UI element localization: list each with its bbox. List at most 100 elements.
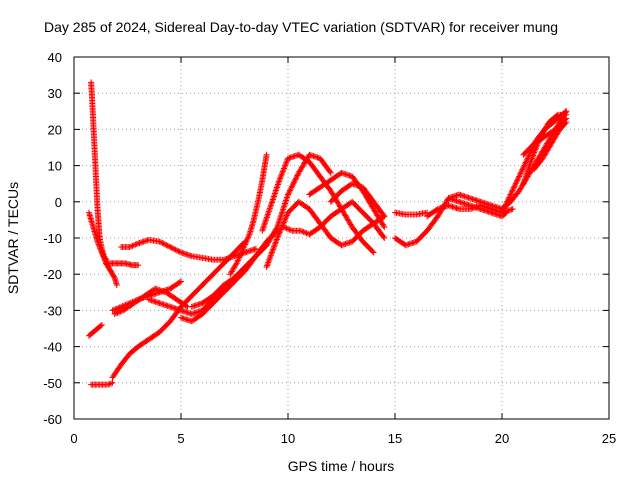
data-point-marker [528, 155, 535, 162]
data-point-marker [293, 175, 300, 182]
data-point-marker [510, 185, 517, 192]
data-point-marker [238, 250, 245, 257]
data-point-marker [252, 245, 259, 252]
data-point-marker [279, 169, 286, 176]
data-point-marker [277, 227, 284, 234]
data-point-marker [241, 241, 248, 248]
data-point-marker [101, 256, 108, 263]
data-point-marker [261, 220, 268, 227]
data-point-marker [97, 245, 104, 252]
data-point-marker [236, 253, 243, 260]
data-point-marker [183, 302, 190, 309]
data-point-marker [96, 242, 103, 249]
data-point-marker [171, 246, 178, 253]
data-point-marker [524, 167, 531, 174]
data-point-marker [268, 249, 275, 256]
data-point-marker [105, 381, 112, 388]
data-point-marker [527, 158, 534, 165]
data-point-marker [302, 229, 309, 236]
data-point-marker [273, 184, 280, 191]
grid-lines [74, 57, 609, 419]
x-tick-label: 25 [602, 431, 616, 446]
data-point-marker [110, 306, 117, 313]
data-point-marker [264, 212, 271, 219]
data-point-marker [504, 197, 511, 204]
data-point-marker [94, 238, 101, 245]
series-layer [85, 79, 570, 388]
series-track-11 [178, 227, 281, 325]
data-point-marker [172, 246, 179, 253]
data-point-marker [289, 183, 296, 190]
y-tick-label: -10 [43, 231, 62, 246]
data-point-marker [267, 253, 274, 260]
data-point-marker [118, 303, 125, 310]
series-track-3 [103, 260, 142, 269]
data-point-marker [523, 170, 530, 177]
data-point-marker [272, 189, 279, 196]
data-point-marker [292, 176, 299, 183]
data-point-marker [160, 240, 167, 247]
data-point-marker [283, 225, 290, 232]
data-point-marker [276, 230, 283, 237]
data-point-marker [237, 251, 244, 258]
data-point-marker [267, 202, 274, 209]
y-tick-label: 20 [48, 122, 62, 137]
data-point-marker [263, 215, 270, 222]
data-point-marker [513, 179, 520, 186]
x-tick-label: 10 [281, 431, 295, 446]
data-point-marker [524, 168, 531, 175]
data-point-marker [517, 170, 524, 177]
data-point-marker [283, 158, 290, 165]
data-point-marker [562, 116, 569, 123]
data-point-marker [563, 115, 570, 122]
y-tick-label: -20 [43, 267, 62, 282]
data-point-marker [514, 177, 521, 184]
data-point-marker [126, 244, 133, 251]
data-point-marker [268, 200, 275, 207]
x-axis-label: GPS time / hours [288, 458, 395, 474]
data-point-marker [508, 190, 515, 197]
data-point-marker [240, 244, 247, 251]
data-point-marker [380, 233, 387, 240]
data-point-marker [167, 244, 174, 251]
data-point-marker [169, 245, 176, 252]
data-point-marker [135, 262, 142, 269]
data-point-marker [282, 161, 289, 168]
data-point-marker [285, 191, 291, 198]
data-point-marker [265, 209, 272, 216]
data-point-marker [297, 227, 304, 234]
data-point-marker [514, 176, 521, 183]
data-point-marker [275, 180, 282, 187]
data-point-marker [285, 190, 292, 197]
data-point-marker [98, 321, 105, 328]
data-point-marker [381, 213, 388, 220]
data-point-marker [232, 261, 239, 268]
data-point-marker [95, 241, 102, 248]
data-point-marker [370, 249, 377, 256]
data-point-marker [262, 217, 269, 224]
data-point-marker [525, 165, 532, 172]
data-point-marker [531, 148, 538, 155]
data-point-marker [112, 306, 119, 313]
data-point-marker [281, 218, 288, 225]
data-point-marker [294, 172, 301, 179]
y-tick-label: -40 [43, 340, 62, 355]
data-point-marker [272, 187, 279, 194]
data-point-marker [277, 174, 284, 181]
data-point-marker [240, 245, 247, 252]
data-point-marker [273, 237, 280, 244]
data-point-marker [285, 225, 291, 232]
data-point-marker [287, 186, 294, 193]
data-point-marker [119, 303, 126, 310]
data-point-marker [280, 166, 287, 173]
data-point-marker [507, 191, 514, 198]
data-point-marker [276, 177, 283, 184]
data-point-marker [95, 239, 102, 246]
data-point-marker [133, 241, 140, 248]
data-point-marker [279, 168, 286, 175]
series-track-26 [531, 119, 570, 173]
data-point-marker [291, 177, 298, 184]
data-point-marker [380, 212, 387, 219]
data-point-marker [283, 213, 290, 220]
data-point-marker [271, 191, 278, 198]
